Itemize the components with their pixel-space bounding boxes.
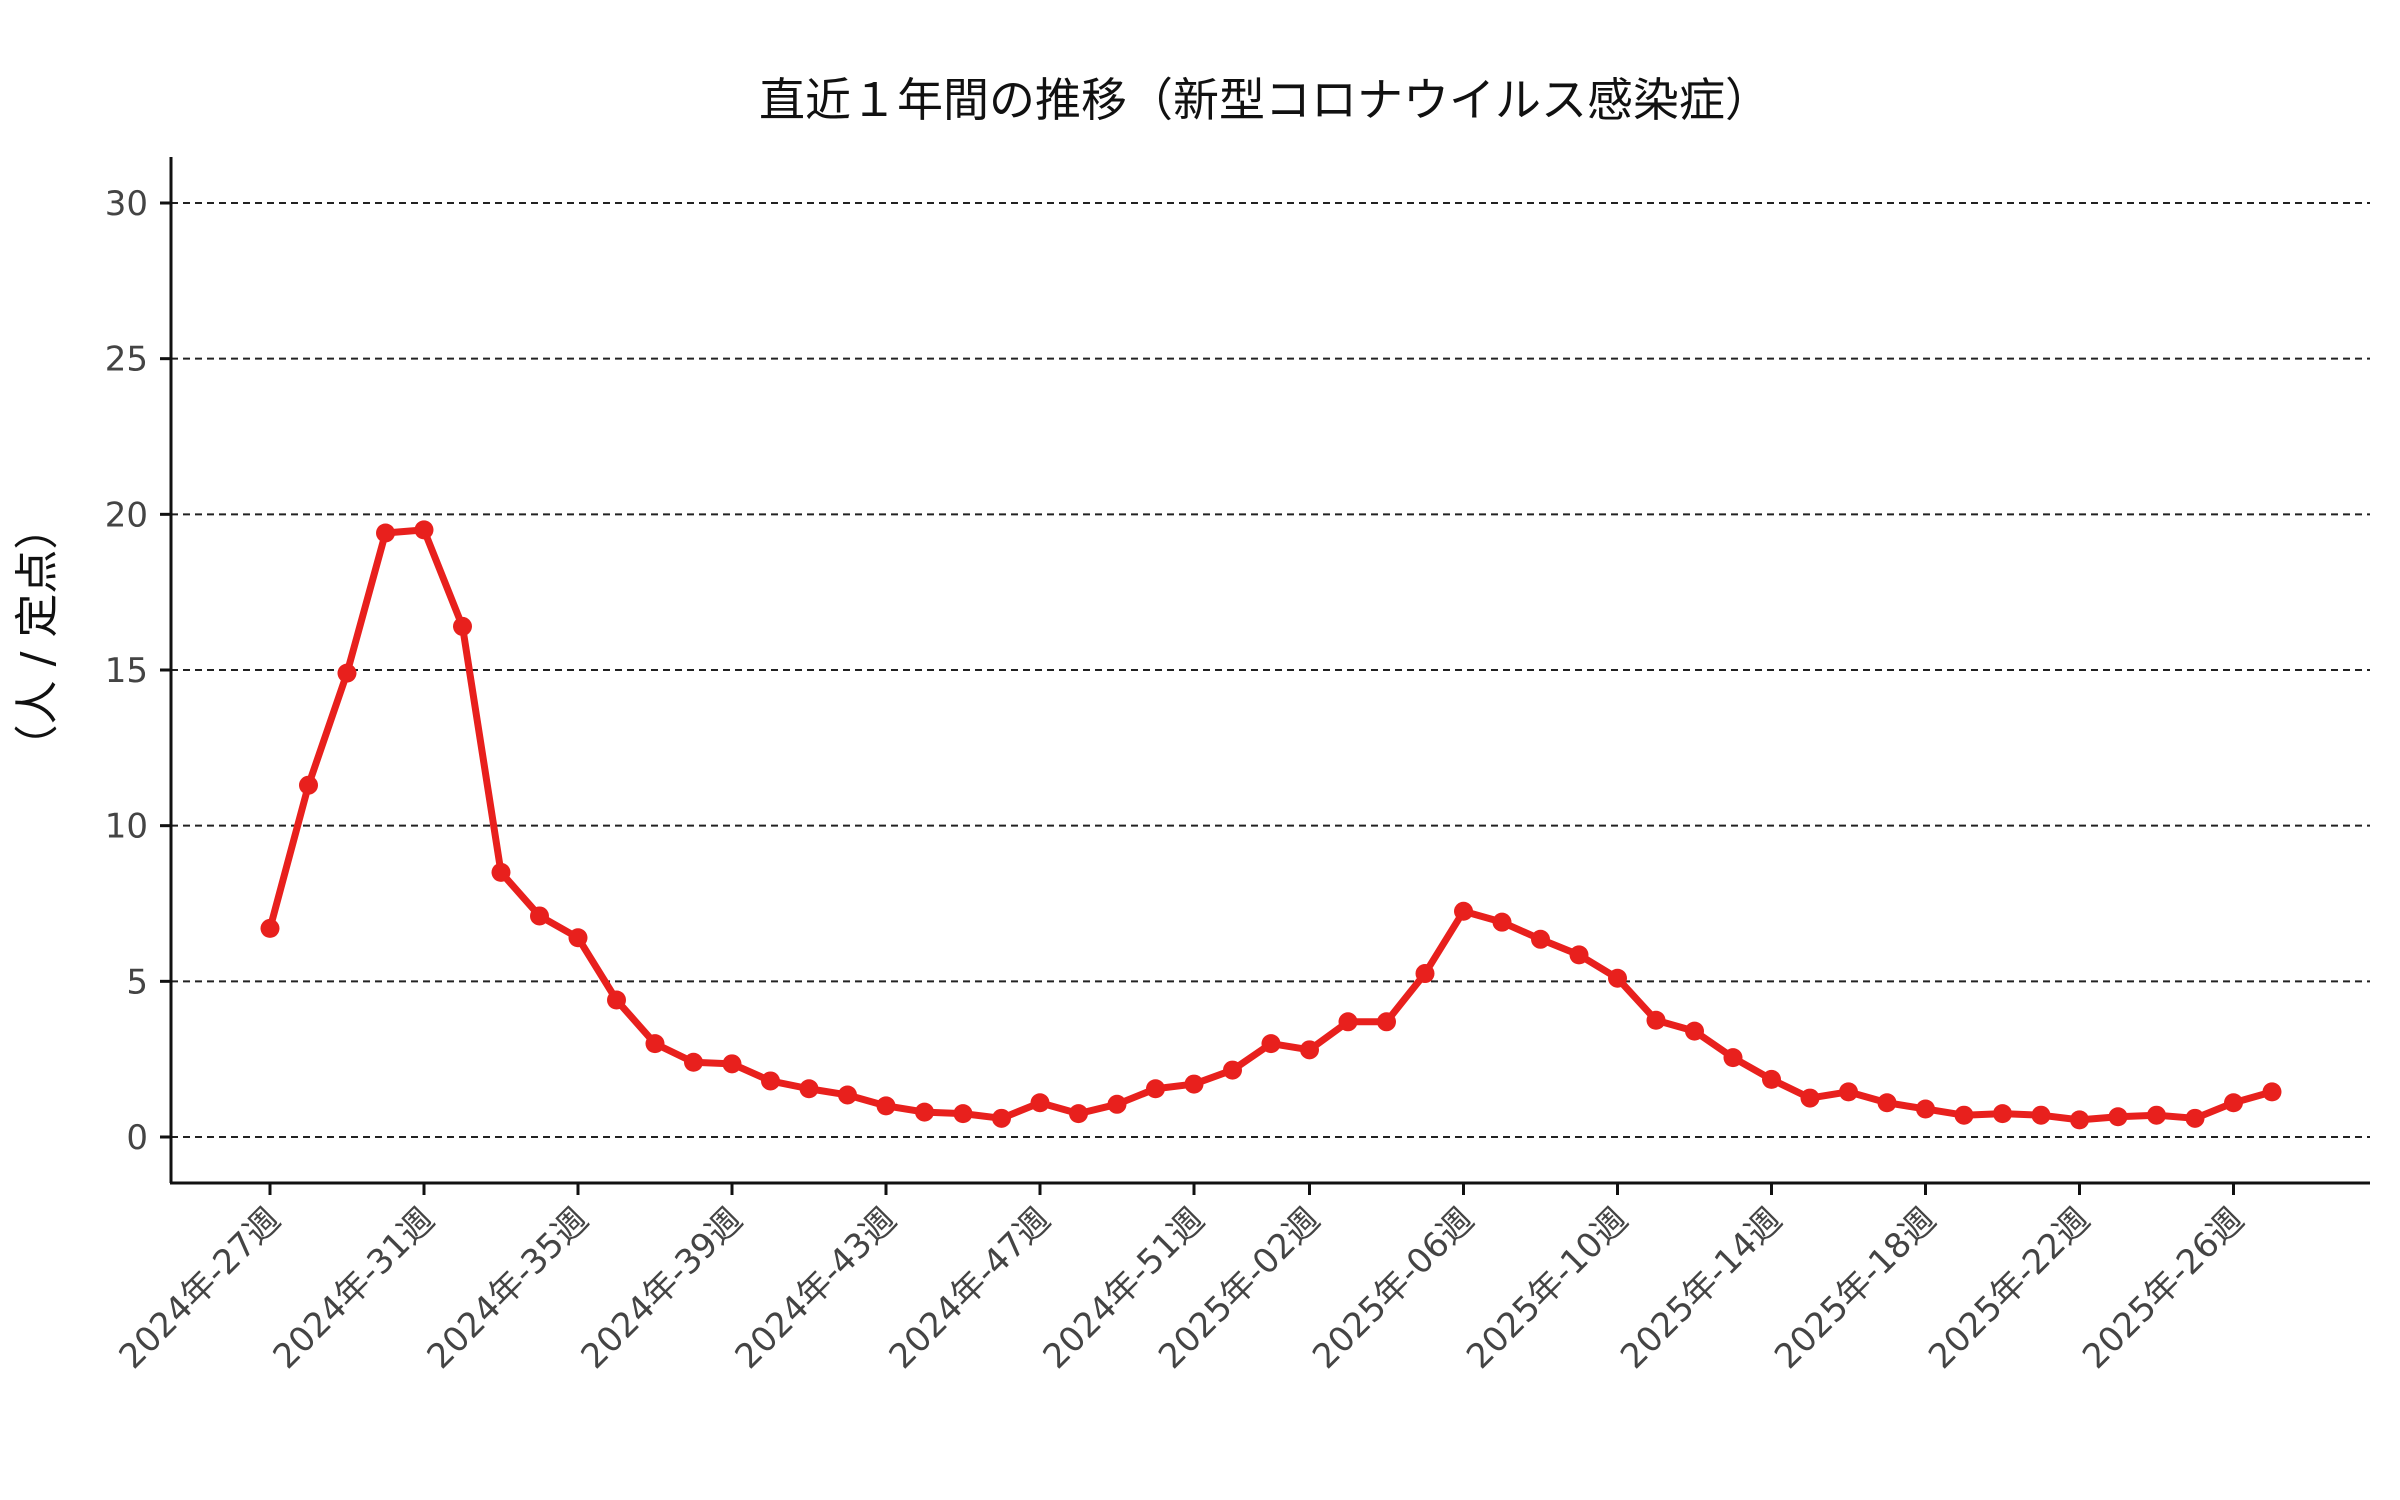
data-point xyxy=(2224,1093,2243,1113)
y-tick-label: 0 xyxy=(126,1118,148,1158)
data-point xyxy=(453,616,472,636)
x-tick-label: 2025年-26週 xyxy=(2075,1200,2252,1377)
data-point xyxy=(1723,1048,1743,1068)
data-point xyxy=(2262,1082,2282,1102)
data-point xyxy=(1569,945,1589,965)
data-point xyxy=(1954,1105,1974,1125)
data-point xyxy=(1415,964,1435,984)
x-tick-label: 2025年-18週 xyxy=(1767,1200,1944,1377)
data-point xyxy=(1300,1040,1319,1060)
data-point xyxy=(2108,1107,2128,1127)
data-point xyxy=(1338,1012,1358,1032)
x-tick-label: 2025年-22週 xyxy=(1921,1200,2098,1377)
y-tick-label: 15 xyxy=(105,651,148,691)
data-point xyxy=(1762,1069,1781,1089)
gridlines xyxy=(171,202,2370,1138)
data-point xyxy=(337,663,357,683)
data-point xyxy=(260,918,280,938)
y-tick-label: 30 xyxy=(105,184,148,224)
data-point xyxy=(1261,1034,1281,1054)
chart-title: 直近１年間の推移（新型コロナウイルス感染症） xyxy=(759,73,1771,127)
data-point xyxy=(530,906,549,926)
data-point xyxy=(1993,1104,2012,1124)
data-point xyxy=(1223,1060,1242,1080)
data-point xyxy=(761,1071,780,1091)
x-tick-label: 2024年-31週 xyxy=(266,1200,443,1377)
x-tick-label: 2024年-27週 xyxy=(112,1200,289,1377)
data-point xyxy=(376,523,395,543)
data-point xyxy=(607,990,626,1010)
data-point xyxy=(1685,1021,1704,1041)
y-axis-ticks: 0 5 10 15 20 25 30 xyxy=(105,184,171,1158)
data-point xyxy=(1531,929,1550,949)
data-point xyxy=(1107,1094,1127,1114)
data-point xyxy=(799,1079,819,1099)
data-point xyxy=(1839,1082,1858,1102)
data-point xyxy=(2147,1105,2166,1125)
data-point xyxy=(1146,1079,1165,1099)
data-point xyxy=(299,775,318,795)
data-point xyxy=(876,1096,896,1116)
series-red xyxy=(260,520,2282,1130)
data-point xyxy=(953,1104,973,1124)
data-point xyxy=(1069,1104,1088,1124)
data-point xyxy=(2070,1110,2089,1130)
data-point xyxy=(992,1108,1011,1128)
data-point xyxy=(491,862,511,882)
data-point xyxy=(838,1085,857,1105)
y-tick-label: 25 xyxy=(105,340,148,380)
data-point xyxy=(1030,1093,1050,1113)
data-point xyxy=(414,520,434,540)
data-point xyxy=(1454,901,1473,921)
x-tick-label: 2024年-43週 xyxy=(728,1200,905,1377)
y-tick-label: 5 xyxy=(126,962,148,1002)
data-point xyxy=(2031,1105,2051,1125)
data-point xyxy=(1492,912,1512,932)
data-point xyxy=(1646,1010,1666,1030)
data-point xyxy=(645,1034,665,1054)
y-tick-label: 10 xyxy=(105,807,148,847)
x-tick-label: 2024年-47週 xyxy=(882,1200,1059,1377)
data-point xyxy=(1184,1074,1204,1094)
data-point xyxy=(1916,1099,1935,1119)
x-axis-ticks: 2024年-27週2024年-31週2024年-35週2024年-39週2024… xyxy=(112,1183,2252,1377)
data-point xyxy=(722,1054,742,1074)
data-point xyxy=(1800,1088,1820,1108)
data-point xyxy=(1877,1093,1897,1113)
data-point xyxy=(915,1102,934,1122)
y-tick-label: 20 xyxy=(105,495,148,535)
data-point xyxy=(2185,1108,2205,1128)
data-point xyxy=(1608,968,1627,988)
x-tick-label: 2024年-39週 xyxy=(574,1200,751,1377)
x-tick-label: 2025年-06週 xyxy=(1305,1200,1482,1377)
x-tick-label: 2025年-10週 xyxy=(1459,1200,1636,1377)
y-axis-label: （人 / 定点） xyxy=(12,506,63,769)
x-tick-label: 2024年-35週 xyxy=(420,1200,597,1377)
data-point xyxy=(568,928,588,948)
data-point xyxy=(1377,1012,1396,1032)
data-point xyxy=(684,1052,703,1072)
x-tick-label: 2025年-14週 xyxy=(1613,1200,1790,1377)
